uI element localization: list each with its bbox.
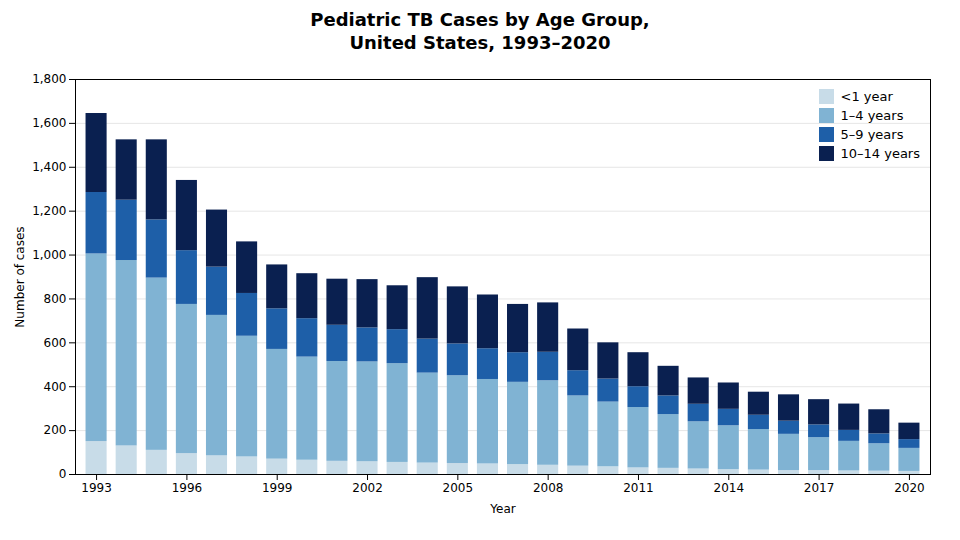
- svg-text:1,200: 1,200: [32, 204, 66, 218]
- svg-text:2002: 2002: [352, 481, 383, 495]
- svg-text:1993: 1993: [81, 481, 112, 495]
- svg-text:2011: 2011: [623, 481, 654, 495]
- svg-text:400: 400: [44, 379, 67, 393]
- svg-text:2014: 2014: [714, 481, 745, 495]
- svg-text:Number of cases: Number of cases: [13, 226, 27, 327]
- svg-text:Year: Year: [489, 501, 515, 515]
- svg-text:600: 600: [44, 335, 67, 349]
- svg-text:800: 800: [44, 292, 67, 306]
- html-text:<1 year: <1 year: [840, 88, 893, 104]
- svg-text:1,800: 1,800: [32, 72, 66, 86]
- svg-text:2008: 2008: [533, 481, 564, 495]
- svg-text:0: 0: [59, 467, 67, 481]
- svg-text:2005: 2005: [443, 481, 474, 495]
- html-text:5–9 years: 5–9 years: [840, 126, 904, 142]
- html-text:Pediatric TB Cases by Age Grou: Pediatric TB Cases by Age Group, United …: [310, 9, 650, 54]
- html-text:10–14 years: 10–14 years: [840, 145, 920, 161]
- svg-text:1,600: 1,600: [32, 116, 66, 130]
- svg-text:2020: 2020: [894, 481, 925, 495]
- svg-text:200: 200: [44, 423, 67, 437]
- svg-text:2017: 2017: [804, 481, 835, 495]
- svg-text:1996: 1996: [172, 481, 203, 495]
- svg-text:1,400: 1,400: [32, 160, 66, 174]
- html-text:1–4 years: 1–4 years: [840, 107, 904, 123]
- svg-text:1999: 1999: [262, 481, 293, 495]
- svg-text:1,000: 1,000: [32, 248, 66, 262]
